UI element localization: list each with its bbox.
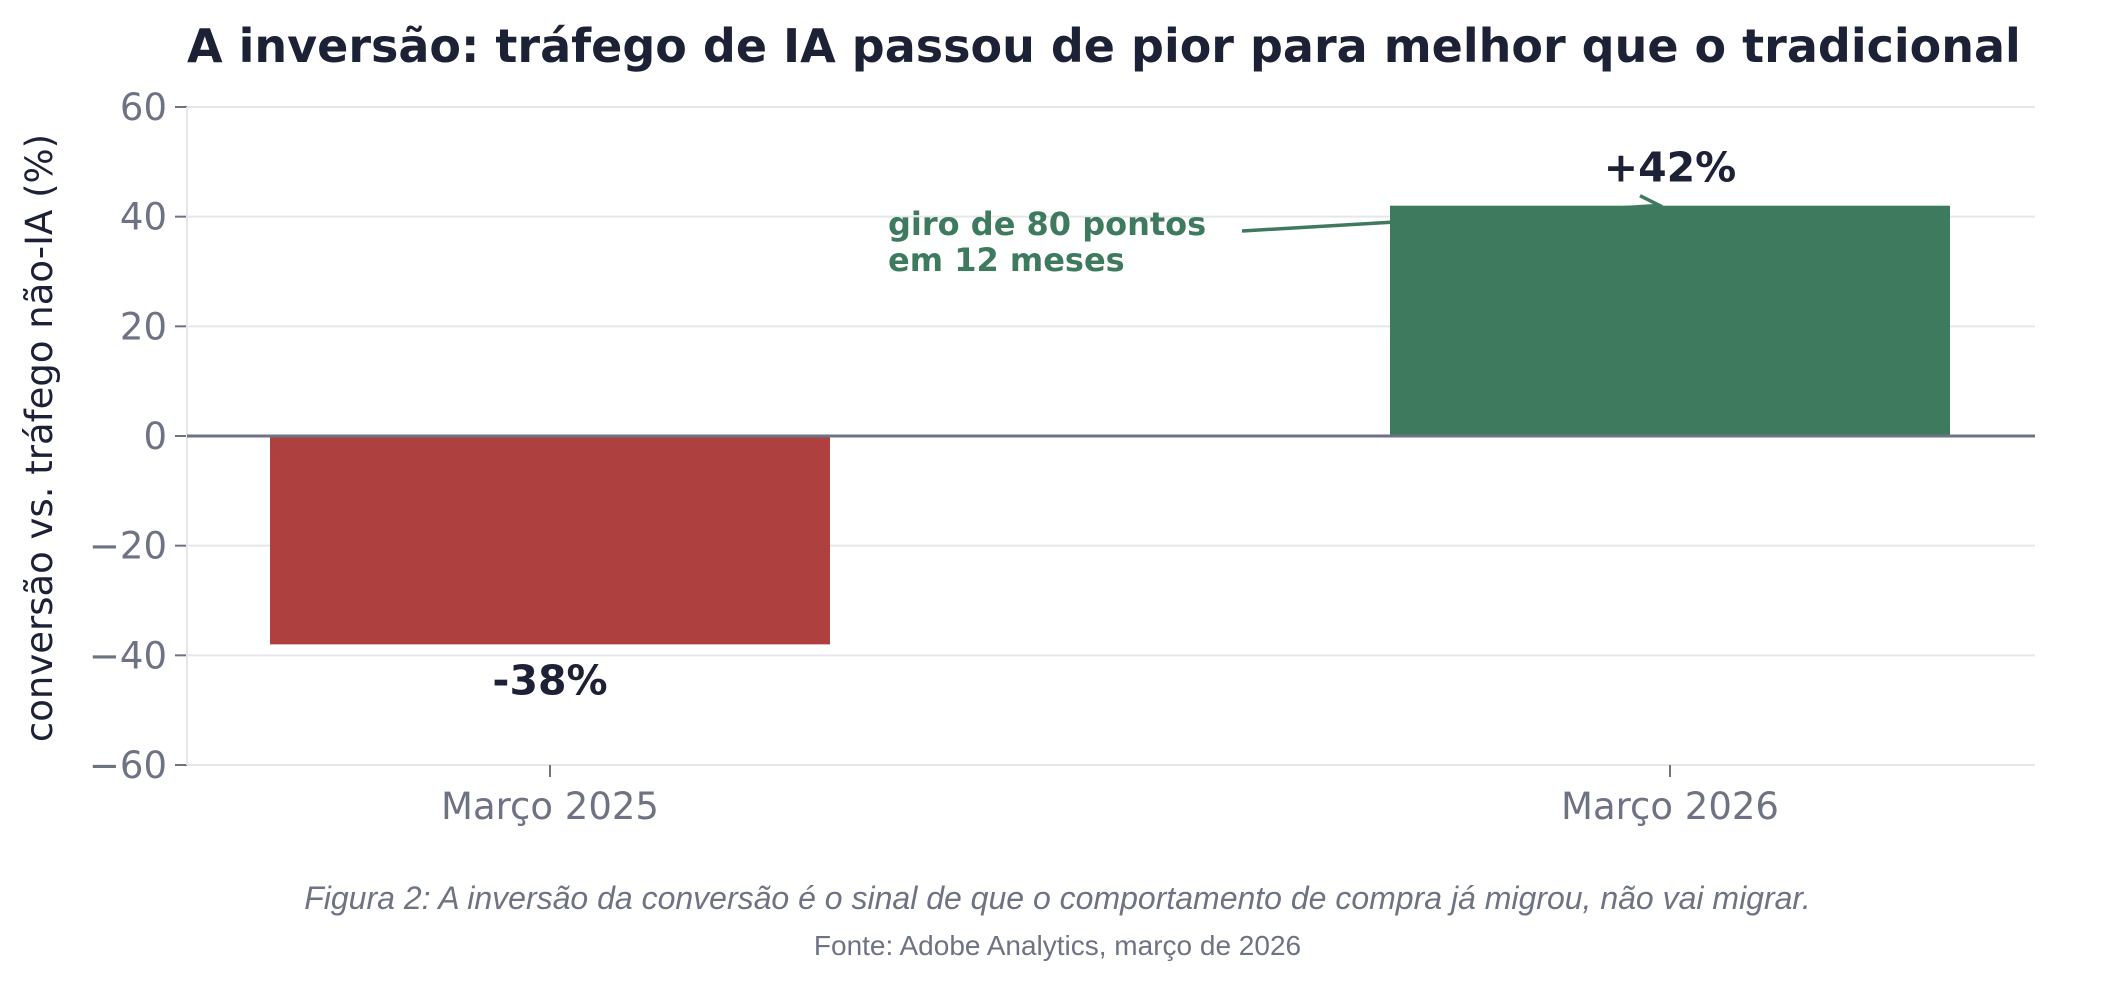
y-tick-label: 40 [120, 196, 167, 239]
bars [270, 205, 1950, 645]
axes [175, 106, 2035, 777]
y-tick-label: −60 [89, 744, 167, 787]
annotation-arrowhead [1639, 194, 1663, 209]
y-tick-label: −20 [89, 525, 167, 568]
y-tick-label: −40 [89, 634, 167, 677]
source-caption: Fonte: Adobe Analytics, março de 2026 [813, 930, 1302, 961]
y-tick-label: 0 [143, 415, 167, 458]
chart-title: A inversão: tráfego de IA passou de pior… [187, 19, 2021, 73]
x-tick-label: Março 2026 [1561, 785, 1779, 828]
data-label: +42% [1604, 144, 1737, 192]
y-tick-label: 60 [120, 86, 167, 129]
data-label: -38% [492, 656, 607, 704]
y-axis-label: conversão vs. tráfego não-IA (%) [18, 134, 61, 742]
annotation-text: giro de 80 pontos [888, 205, 1206, 243]
annotation-arrow [1241, 203, 1656, 233]
y-tick-label: 20 [120, 305, 167, 348]
annotation-text: em 12 meses [888, 241, 1125, 279]
bar [270, 436, 830, 645]
bar-chart: A inversão: tráfego de IA passou de pior… [18, 19, 2035, 828]
x-tick-label: Março 2025 [441, 785, 659, 828]
labels: 60 40 20 0 −20 −40 −60 Março 2025 Março 2026 -38%… [89, 86, 1779, 828]
bar [1390, 205, 1950, 436]
figure-caption: Figura 2: A inversão da conversão é o si… [304, 880, 1811, 916]
